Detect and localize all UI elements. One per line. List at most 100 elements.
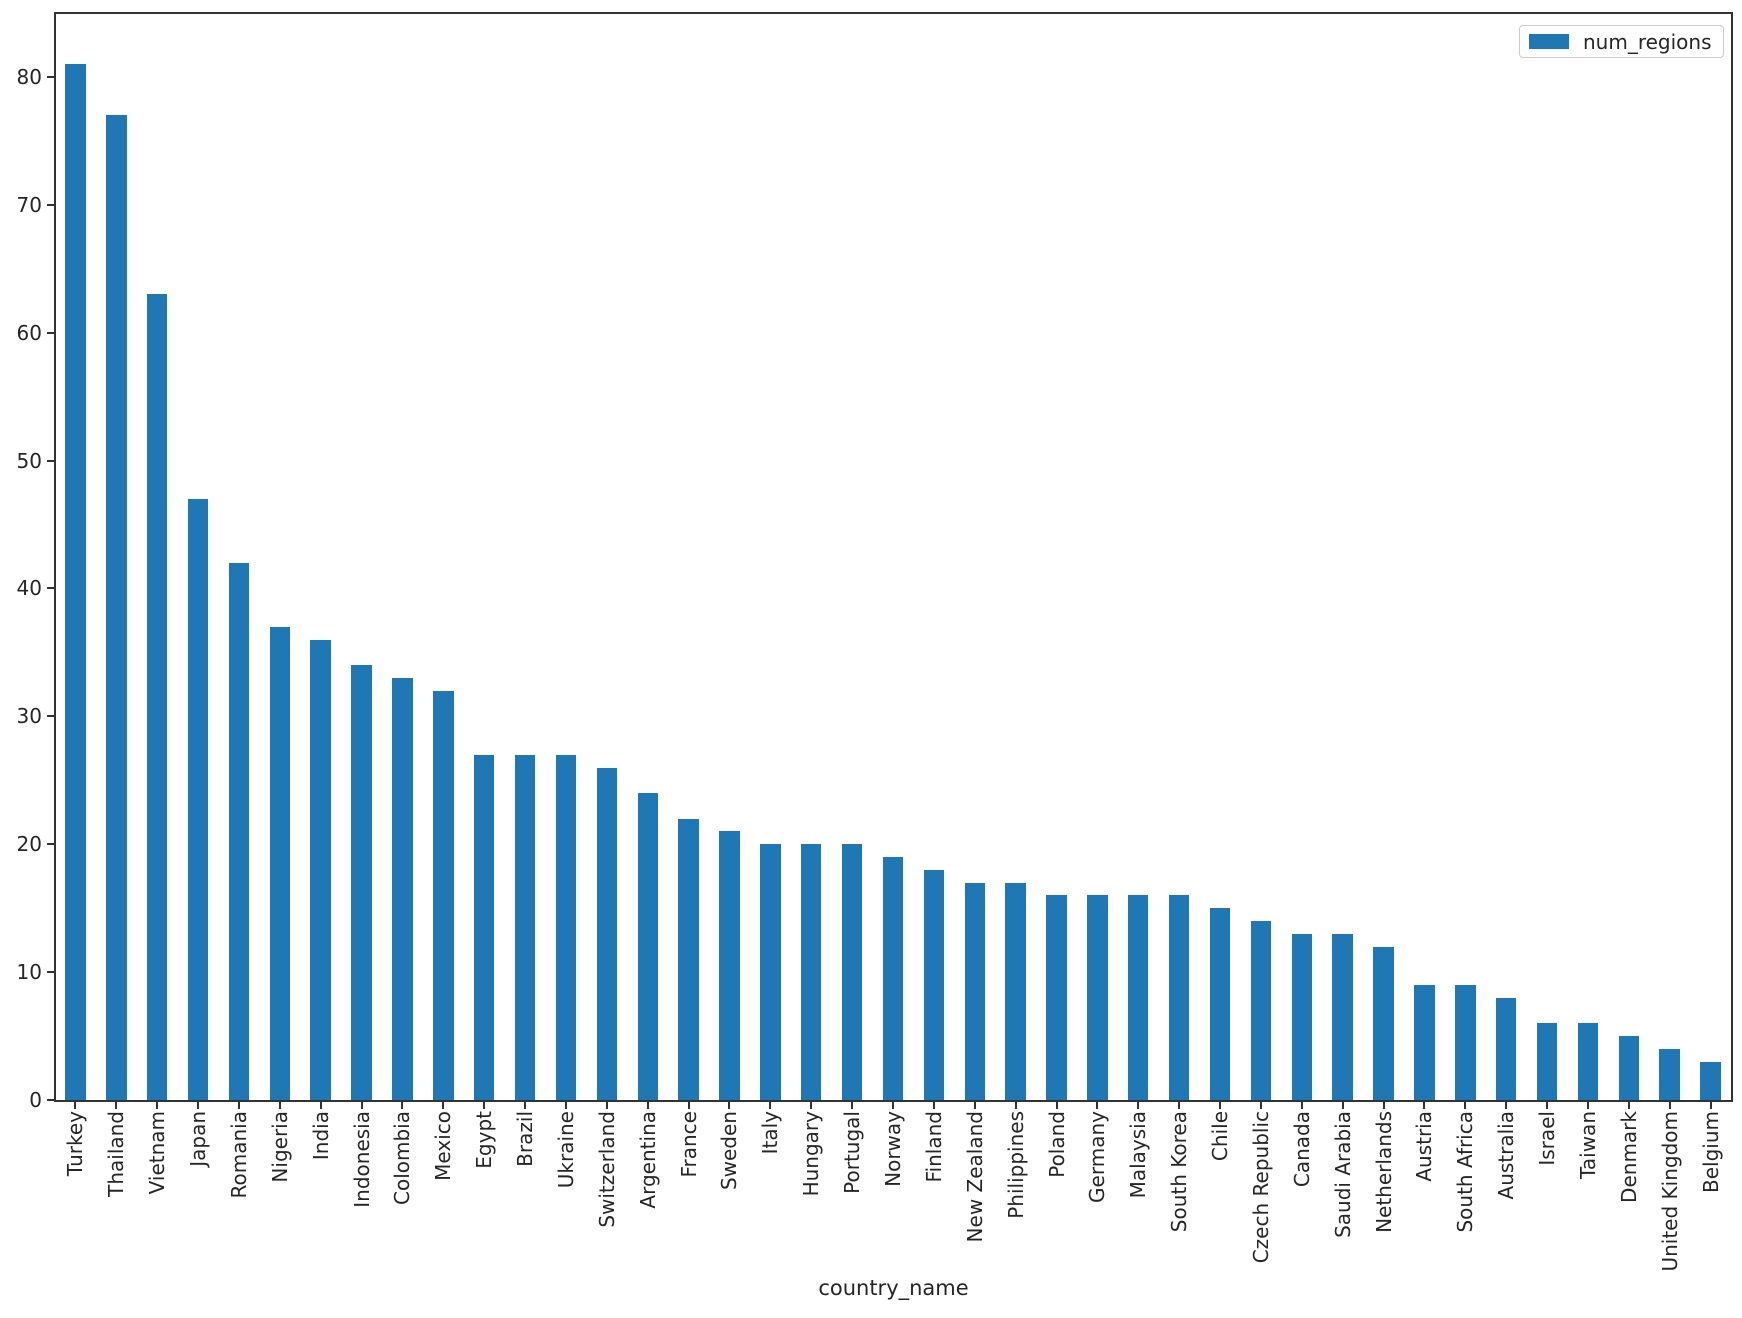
bar (1618, 1036, 1640, 1100)
x-tick-mark (728, 1101, 731, 1109)
y-tick-mark (47, 331, 55, 334)
x-tick-label: Indonesia (349, 1111, 374, 1208)
x-tick-mark (1423, 1101, 1426, 1109)
bar (1250, 920, 1272, 1100)
x-tick-mark (1464, 1101, 1467, 1109)
x-tick-label: Chile (1208, 1111, 1233, 1162)
x-tick-mark (74, 1101, 77, 1109)
y-tick-label: 20 (16, 832, 42, 857)
bar (65, 64, 86, 1100)
bar (1536, 1023, 1558, 1100)
x-tick-mark (892, 1101, 894, 1109)
x-tick-label: Argentina (635, 1111, 660, 1209)
bar (555, 754, 577, 1100)
x-tick-label: Canada (1289, 1111, 1314, 1188)
x-tick-label: Brazil (513, 1111, 538, 1167)
bar (923, 869, 945, 1100)
x-tick-label: Vietnam (145, 1111, 170, 1195)
x-tick-mark (1586, 1101, 1589, 1109)
bar (1700, 1061, 1721, 1100)
bar (310, 639, 331, 1100)
y-tick-label: 50 (16, 448, 42, 473)
x-tick-label: Romania (226, 1111, 251, 1199)
x-tick-mark (1219, 1101, 1222, 1109)
x-tick-label: Egypt (472, 1111, 497, 1169)
bar (1291, 933, 1312, 1100)
x-tick-label: Italy (758, 1111, 783, 1155)
bar (1046, 895, 1067, 1100)
bar (1332, 933, 1353, 1100)
bar (1209, 908, 1231, 1100)
x-tick-label: Malaysia (1126, 1111, 1151, 1199)
x-tick-mark (1668, 1101, 1671, 1109)
x-tick-label: Sweden (717, 1111, 742, 1191)
bar (433, 690, 454, 1100)
bar (474, 754, 495, 1100)
x-tick-mark (1341, 1101, 1344, 1109)
legend-series-label: num_regions (1583, 29, 1712, 54)
bar (1087, 895, 1108, 1100)
bar (1414, 984, 1435, 1100)
x-tick-label: Taiwan (1575, 1111, 1600, 1180)
bar (1128, 895, 1149, 1100)
bar (841, 844, 863, 1100)
x-tick-mark (1259, 1101, 1262, 1109)
bar (1577, 1023, 1599, 1100)
x-tick-mark (156, 1101, 159, 1109)
x-tick-label: Finland (921, 1111, 946, 1183)
x-tick-mark (115, 1101, 118, 1109)
x-tick-label: United Kingdom (1657, 1111, 1682, 1272)
x-tick-mark (605, 1101, 608, 1109)
x-tick-mark (360, 1101, 363, 1109)
x-tick-mark (769, 1101, 772, 1109)
x-tick-label: Philippines (1003, 1111, 1028, 1219)
y-tick-label: 70 (16, 192, 42, 217)
bar (351, 665, 372, 1100)
x-tick-mark (1709, 1101, 1712, 1109)
x-tick-mark (1096, 1101, 1099, 1109)
x-tick-mark (1055, 1101, 1058, 1109)
x-tick-mark (197, 1101, 200, 1109)
x-tick-mark (932, 1101, 935, 1109)
x-tick-mark (973, 1101, 976, 1109)
x-tick-mark (687, 1101, 690, 1109)
x-tick-label: Turkey (63, 1111, 88, 1177)
bar (719, 831, 740, 1100)
y-tick-mark (47, 1099, 55, 1101)
y-tick-label: 30 (16, 704, 42, 729)
x-tick-mark (1382, 1101, 1385, 1109)
x-tick-label: South Korea (1167, 1111, 1192, 1233)
x-tick-label: Israel (1535, 1111, 1560, 1166)
bar (1495, 997, 1517, 1100)
y-tick-label: 10 (16, 960, 42, 985)
x-tick-label: Nigeria (267, 1111, 292, 1183)
x-tick-label: Czech Republic (1248, 1111, 1273, 1264)
x-tick-mark (646, 1101, 649, 1109)
x-tick-mark (483, 1101, 486, 1109)
x-tick-mark (1300, 1101, 1303, 1109)
bar (228, 562, 250, 1100)
bar (964, 882, 985, 1100)
bar (1168, 895, 1190, 1100)
bar (392, 677, 413, 1100)
bar (1373, 946, 1394, 1100)
x-tick-mark (237, 1101, 240, 1109)
x-tick-label: Norway (881, 1111, 905, 1187)
bar (760, 844, 781, 1100)
bar (1659, 1048, 1680, 1100)
x-tick-mark (1014, 1101, 1017, 1109)
x-tick-label: Hungary (799, 1111, 824, 1197)
x-tick-label: Netherlands (1371, 1111, 1396, 1233)
bar (596, 767, 618, 1100)
x-tick-label: Saudi Arabia (1330, 1111, 1355, 1238)
x-tick-label: Switzerland (594, 1111, 619, 1228)
x-tick-label: Portugal (840, 1111, 865, 1194)
bar (801, 844, 822, 1100)
x-tick-label: Colombia (390, 1111, 415, 1205)
y-tick-label: 0 (29, 1088, 42, 1112)
x-axis-title: country_name (818, 1276, 969, 1300)
bar (514, 754, 536, 1100)
x-tick-label: Germany (1085, 1111, 1110, 1203)
bar (106, 115, 127, 1100)
bar (1455, 984, 1476, 1100)
